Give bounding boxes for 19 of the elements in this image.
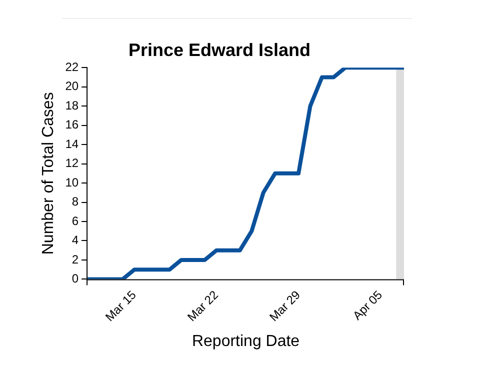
- y-axis-title: Number of Total Cases: [40, 92, 58, 255]
- chart-title: Prince Edward Island: [128, 40, 311, 60]
- y-tick-label: 0: [72, 272, 79, 286]
- x-axis-title: Reporting Date: [192, 332, 300, 350]
- y-tick-label: 4: [72, 233, 79, 248]
- y-tick-label: 14: [65, 136, 79, 151]
- y-tick-label: 12: [65, 156, 79, 170]
- y-tick-label: 16: [65, 118, 79, 132]
- x-tick-label: Mar 29: [266, 288, 304, 324]
- y-tick-label: 18: [65, 98, 79, 112]
- x-tick-label: Mar 15: [102, 288, 140, 324]
- y-tick-label: 2: [72, 252, 79, 266]
- y-tick-label: 6: [72, 214, 79, 228]
- y-tick-label: 20: [65, 79, 79, 94]
- x-tick-label: Apr 05: [350, 288, 386, 323]
- x-tick-label: Mar 22: [184, 288, 222, 324]
- y-tick-label: 10: [65, 175, 79, 190]
- y-tick-label: 8: [72, 194, 79, 209]
- y-tick-label: 22: [65, 60, 79, 74]
